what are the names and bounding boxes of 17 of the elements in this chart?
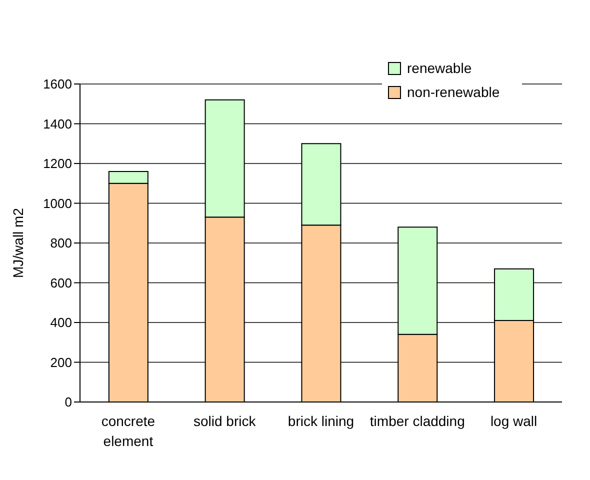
y-tick-label: 1400 (43, 116, 72, 132)
x-tick-label: log wall (490, 413, 538, 429)
y-tick-label: 1200 (43, 156, 72, 172)
y-axis-title: MJ/wall m2 (10, 208, 26, 278)
y-tick-label: 0 (64, 394, 72, 410)
x-tick-label: solid brick (193, 413, 257, 429)
y-tick-label: 800 (50, 236, 72, 251)
x-tick-label: concrete element (101, 413, 156, 449)
x-tick-label: brick lining (288, 413, 354, 429)
legend-label: renewable (407, 60, 472, 76)
y-tick-label: 400 (50, 315, 72, 330)
y-tick-label: 1600 (43, 76, 72, 92)
y-tick-label: 200 (50, 354, 72, 370)
y-tick-label: 600 (50, 275, 72, 290)
y-tick-label: 1000 (43, 196, 72, 211)
legend-label: non-renewable (407, 84, 500, 100)
x-tick-label: timber cladding (370, 413, 465, 429)
